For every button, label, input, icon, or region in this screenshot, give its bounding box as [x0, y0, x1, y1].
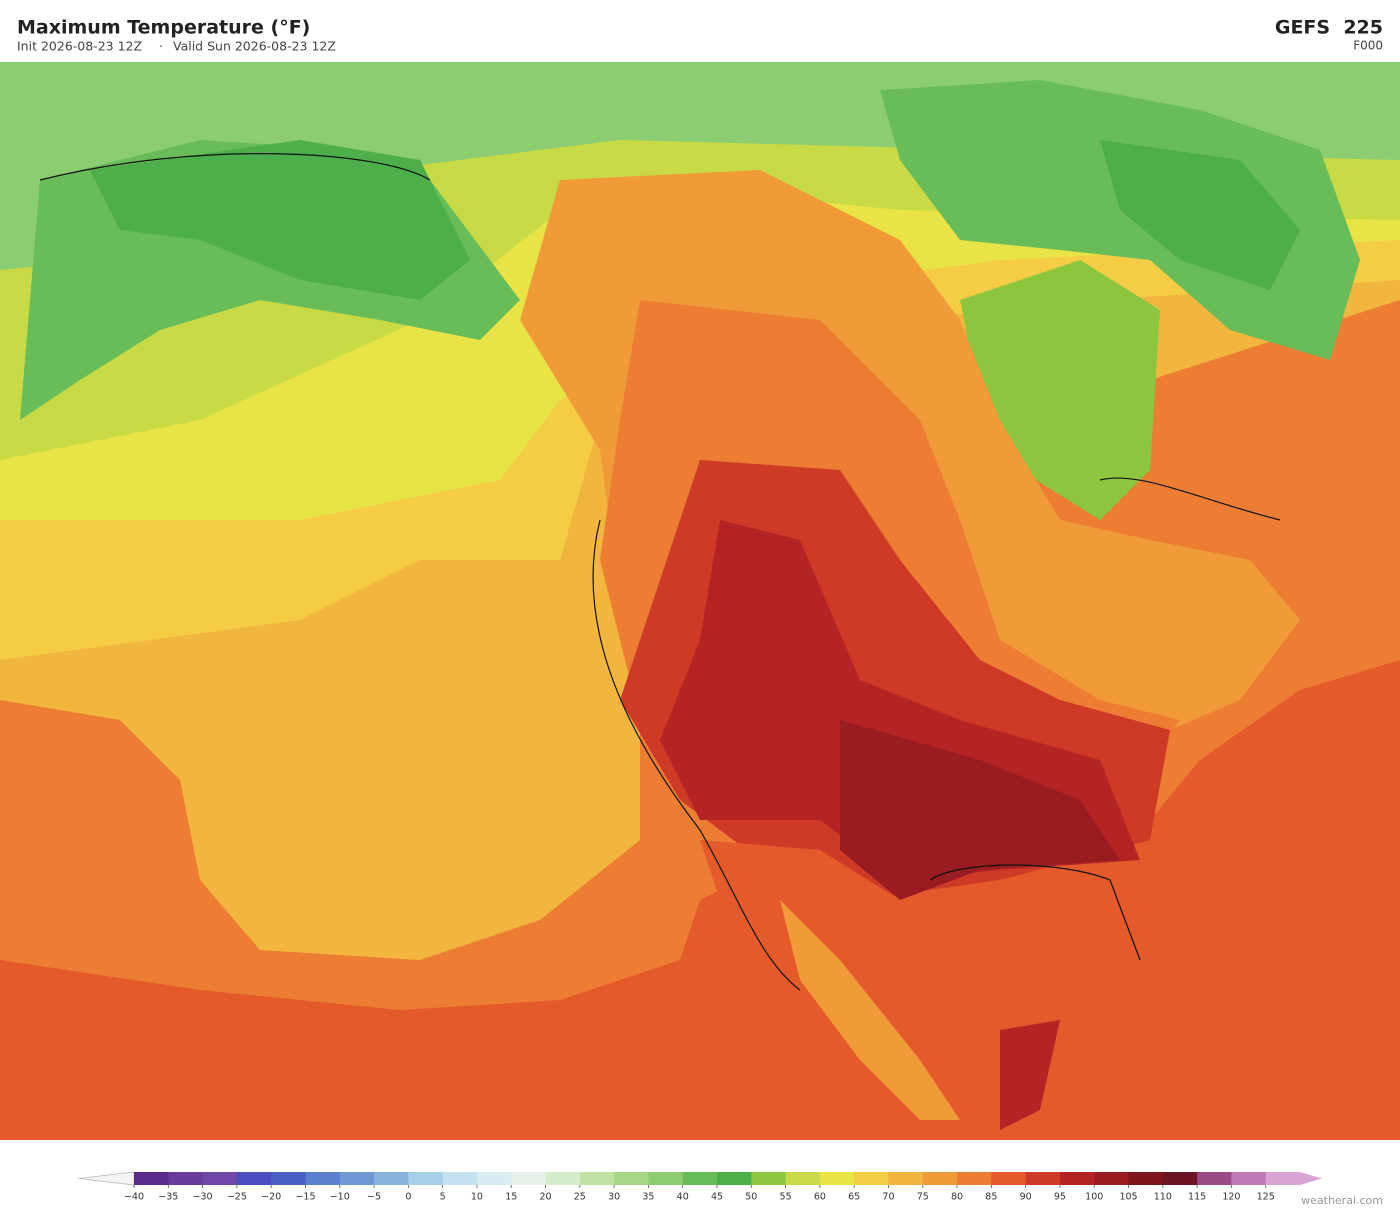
colorbar-bin — [168, 1172, 204, 1185]
colorbar-bin — [442, 1172, 478, 1185]
colorbar-tick-label: 25 — [574, 1192, 586, 1203]
colorbar-bin — [305, 1172, 341, 1185]
colorbar-tick-label: 15 — [505, 1192, 517, 1203]
colorbar-tick-label: −30 — [193, 1192, 213, 1203]
colorbar-tick-label: −25 — [227, 1192, 247, 1203]
colorbar-bin — [476, 1172, 512, 1185]
colorbar-bin — [751, 1172, 787, 1185]
colorbar-bin — [408, 1172, 444, 1185]
colorbar-tick-label: 35 — [642, 1192, 654, 1203]
init-time: Init 2026-08-23 12Z — [17, 39, 142, 54]
colorbar-under — [77, 1171, 135, 1186]
colorbar-bin — [271, 1172, 306, 1185]
colorbar-tick-label: −5 — [367, 1192, 381, 1203]
colorbar-bin — [545, 1172, 581, 1185]
colorbar-tick-label: 10 — [471, 1192, 483, 1203]
colorbar: −40 −35 −30 −25 −20 −15 −10 −5 0 5 10 15 20 25 30 35 40 4… — [77, 1171, 1322, 1203]
colorbar-bin — [1094, 1172, 1130, 1185]
colorbar-bin — [957, 1172, 992, 1185]
colorbar-bin — [854, 1172, 889, 1185]
model: GEFS 225 — [1275, 17, 1383, 39]
colorbar-tick-label: 50 — [745, 1192, 757, 1203]
colorbar-bin — [1231, 1172, 1267, 1185]
title: Maximum Temperature (°F) — [17, 17, 310, 39]
colorbar-bin — [717, 1172, 752, 1185]
colorbar-tick-label: 55 — [780, 1192, 792, 1203]
colorbar-bin — [134, 1172, 169, 1185]
colorbar-bin — [1265, 1172, 1301, 1185]
forecast-hour: F000 — [1353, 39, 1383, 53]
colorbar-bin — [339, 1172, 375, 1185]
colorbar-bin — [374, 1172, 409, 1185]
separator: · — [159, 39, 163, 54]
colorbar-tick-label: 100 — [1085, 1192, 1103, 1203]
colorbar-bin — [888, 1172, 924, 1185]
colorbar-bin — [648, 1172, 684, 1185]
colorbar-tick-label: 65 — [848, 1192, 860, 1203]
colorbar-bin — [511, 1172, 547, 1185]
colorbar-bin — [819, 1172, 855, 1185]
colorbar-tick-label: −20 — [261, 1192, 281, 1203]
colorbar-bin — [1025, 1172, 1061, 1185]
colorbar-tick-label: 105 — [1119, 1192, 1137, 1203]
colorbar-tick-label: 0 — [405, 1192, 411, 1203]
colorbar-bin — [922, 1172, 958, 1185]
colorbar-bin — [1128, 1172, 1164, 1185]
colorbar-tick-label: 80 — [951, 1192, 963, 1203]
colorbar-tick-label: 75 — [917, 1192, 929, 1203]
valid-time: Valid Sun 2026-08-23 12Z — [173, 39, 336, 54]
colorbar-bin — [236, 1172, 272, 1185]
credit: weatherai.com — [1301, 1194, 1383, 1207]
colorbar-tick-label: −40 — [124, 1192, 144, 1203]
colorbar-tick-label: 30 — [608, 1192, 620, 1203]
colorbar-tick-label: 110 — [1154, 1192, 1172, 1203]
colorbar-bin — [785, 1172, 821, 1185]
colorbar-bin — [1162, 1172, 1198, 1185]
colorbar-tick-label: −35 — [158, 1192, 178, 1203]
colorbar-over — [1300, 1172, 1322, 1185]
colorbar-tick-label: 40 — [677, 1192, 689, 1203]
colorbar-tick-label: 85 — [985, 1192, 997, 1203]
map — [0, 62, 1400, 1140]
colorbar-tick-label: 125 — [1257, 1192, 1275, 1203]
colorbar-tick-label: 5 — [440, 1192, 446, 1203]
colorbar-bin — [202, 1172, 238, 1185]
colorbar-tick-label: 120 — [1222, 1192, 1240, 1203]
colorbar-tick-label: −10 — [330, 1192, 350, 1203]
colorbar-tick-label: 70 — [882, 1192, 894, 1203]
colorbar-tick-label: 115 — [1188, 1192, 1206, 1203]
colorbar-tick-label: 20 — [539, 1192, 551, 1203]
colorbar-tick-label: 90 — [1020, 1192, 1032, 1203]
colorbar-bin — [682, 1172, 718, 1185]
colorbar-bin — [1059, 1172, 1095, 1185]
colorbar-tick-label: 95 — [1054, 1192, 1066, 1203]
colorbar-bin — [579, 1172, 615, 1185]
colorbar-bin — [1197, 1172, 1232, 1185]
colorbar-tick-label: 45 — [711, 1192, 723, 1203]
colorbar-bin — [991, 1172, 1027, 1185]
colorbar-tick-label: 60 — [814, 1192, 826, 1203]
colorbar-tick-label: −15 — [295, 1192, 315, 1203]
colorbar-bin — [614, 1172, 649, 1185]
